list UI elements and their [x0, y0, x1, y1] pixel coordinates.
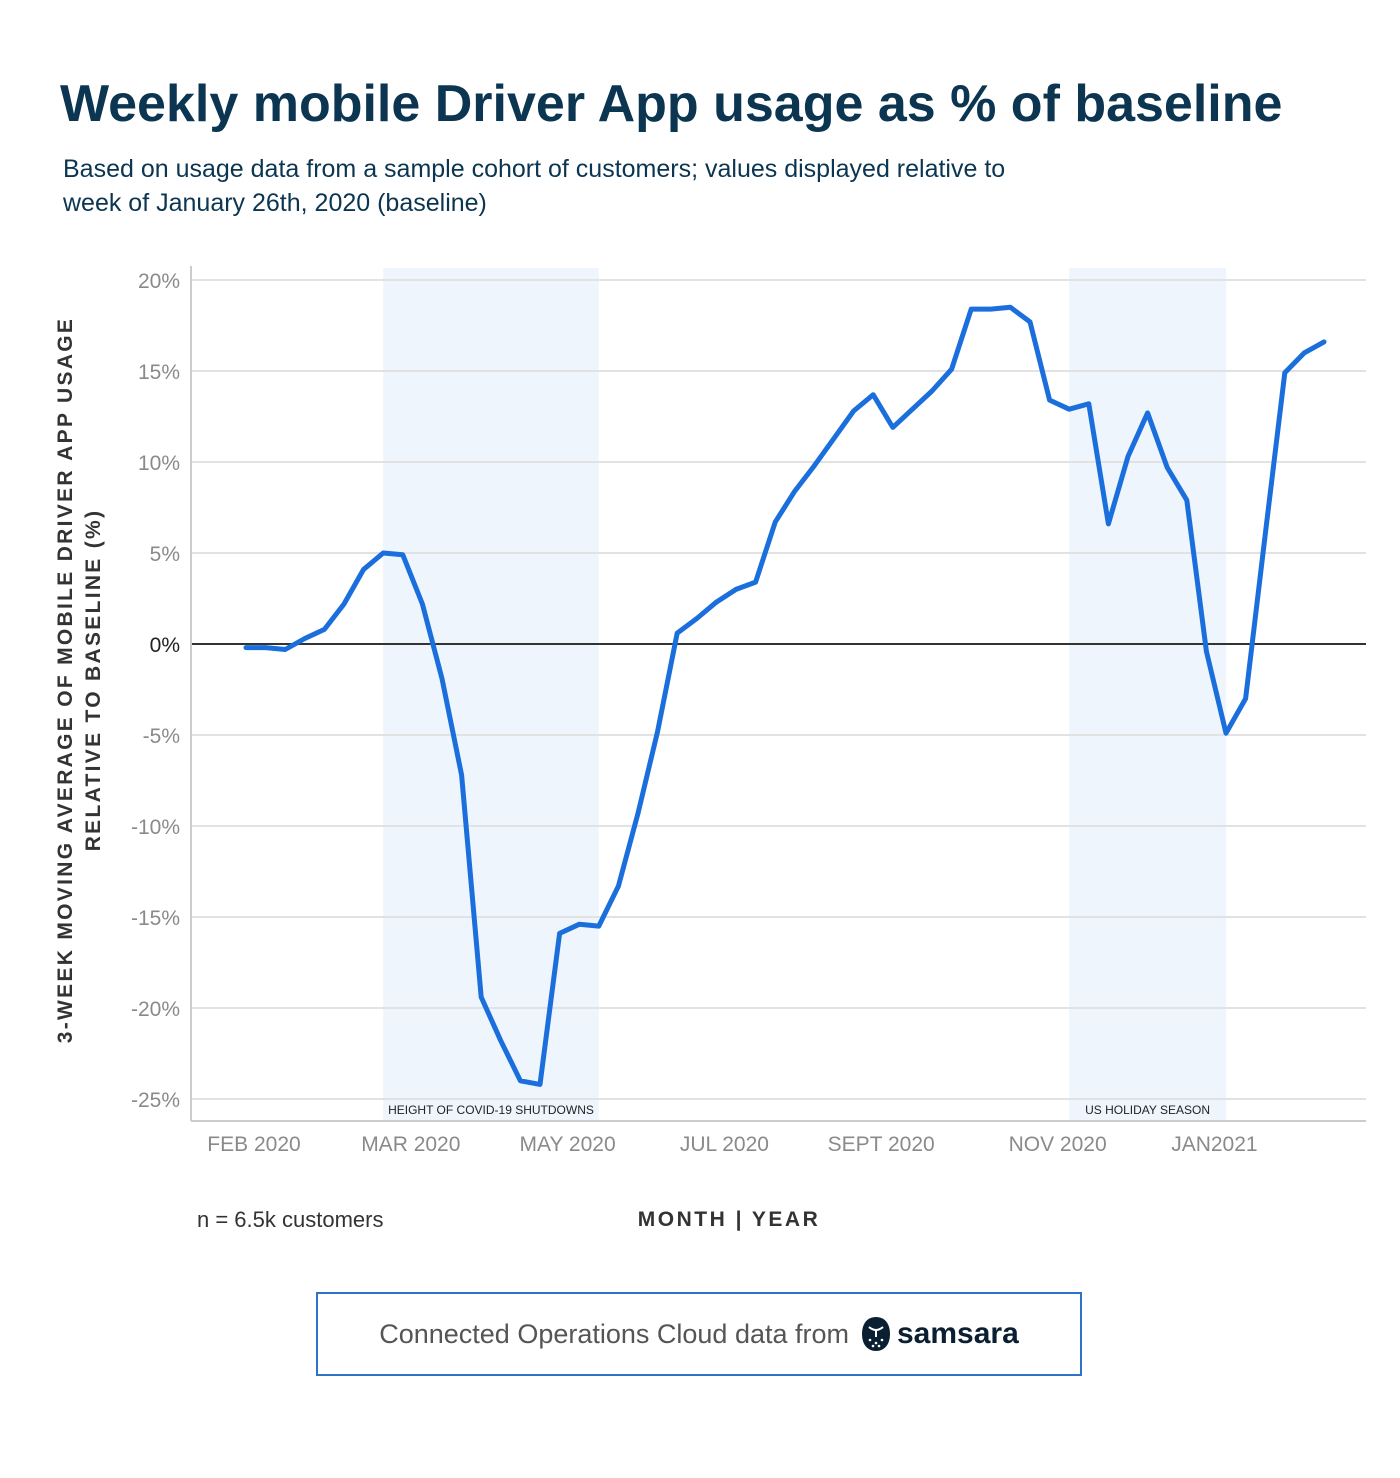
x-tick-label: SEPT 2020	[828, 1133, 935, 1156]
shaded-regions	[383, 268, 1226, 1121]
y-tick-label: 5%	[150, 543, 180, 566]
series-line	[243, 304, 1327, 1087]
y-tick-label: 10%	[138, 452, 180, 475]
y-tick-label: -5%	[143, 725, 180, 748]
sample-size-note: n = 6.5k customers	[197, 1207, 383, 1232]
grid-lines	[191, 279, 1366, 1100]
footer-text: Connected Operations Cloud data from	[379, 1318, 849, 1349]
shaded-region-label-1: US HOLIDAY SEASON	[1085, 1103, 1210, 1117]
x-tick-label: JUL 2020	[680, 1133, 769, 1156]
shaded-region-labels: HEIGHT OF COVID-19 SHUTDOWNS US HOLIDAY S…	[388, 1103, 1210, 1117]
y-tick-label: -15%	[131, 907, 180, 930]
page-title: Weekly mobile Driver App usage as % of b…	[60, 75, 1283, 133]
brand-name: samsara	[897, 1317, 1019, 1350]
footer-attribution: Connected Operations Cloud data from sam…	[316, 1292, 1082, 1376]
page-subtitle: Based on usage data from a sample cohort…	[63, 155, 1006, 217]
y-tick-label: 20%	[138, 270, 180, 293]
x-tick-labels: FEB 2020 MAR 2020 MAY 2020 JUL 2020 SEPT 202…	[207, 1133, 1257, 1156]
y-tick-label: -20%	[131, 998, 180, 1021]
y-axis-label-line-1: 3-WEEK MOVING AVERAGE OF MOBILE DRIVER A…	[54, 317, 77, 1043]
y-tick-label: 15%	[138, 361, 180, 384]
y-tick-label: -25%	[131, 1089, 180, 1112]
x-axis-label: MONTH | YEAR	[638, 1208, 821, 1231]
brand-logo: samsara	[861, 1315, 1019, 1353]
shaded-region-label-0: HEIGHT OF COVID-19 SHUTDOWNS	[388, 1103, 594, 1117]
line-chart: 20% 15% 10% 5% 0% -5% -10% -15% -20% -25% FEB 202…	[54, 266, 1366, 1232]
x-tick-label: MAR 2020	[361, 1133, 460, 1156]
y-axis-label-line-2: RELATIVE TO BASELINE (%)	[82, 509, 105, 852]
x-tick-label: NOV 2020	[1009, 1133, 1107, 1156]
x-tick-label: MAY 2020	[520, 1133, 616, 1156]
x-tick-label: JAN2021	[1171, 1133, 1257, 1156]
owl-icon	[862, 1317, 890, 1351]
y-tick-labels: 20% 15% 10% 5% 0% -5% -10% -15% -20% -25%	[131, 270, 180, 1112]
shaded-region-1	[1069, 268, 1226, 1121]
x-tick-label: FEB 2020	[207, 1133, 300, 1156]
y-tick-label: -10%	[131, 816, 180, 839]
shaded-region-0	[383, 268, 599, 1121]
y-tick-label: 0%	[150, 634, 180, 657]
